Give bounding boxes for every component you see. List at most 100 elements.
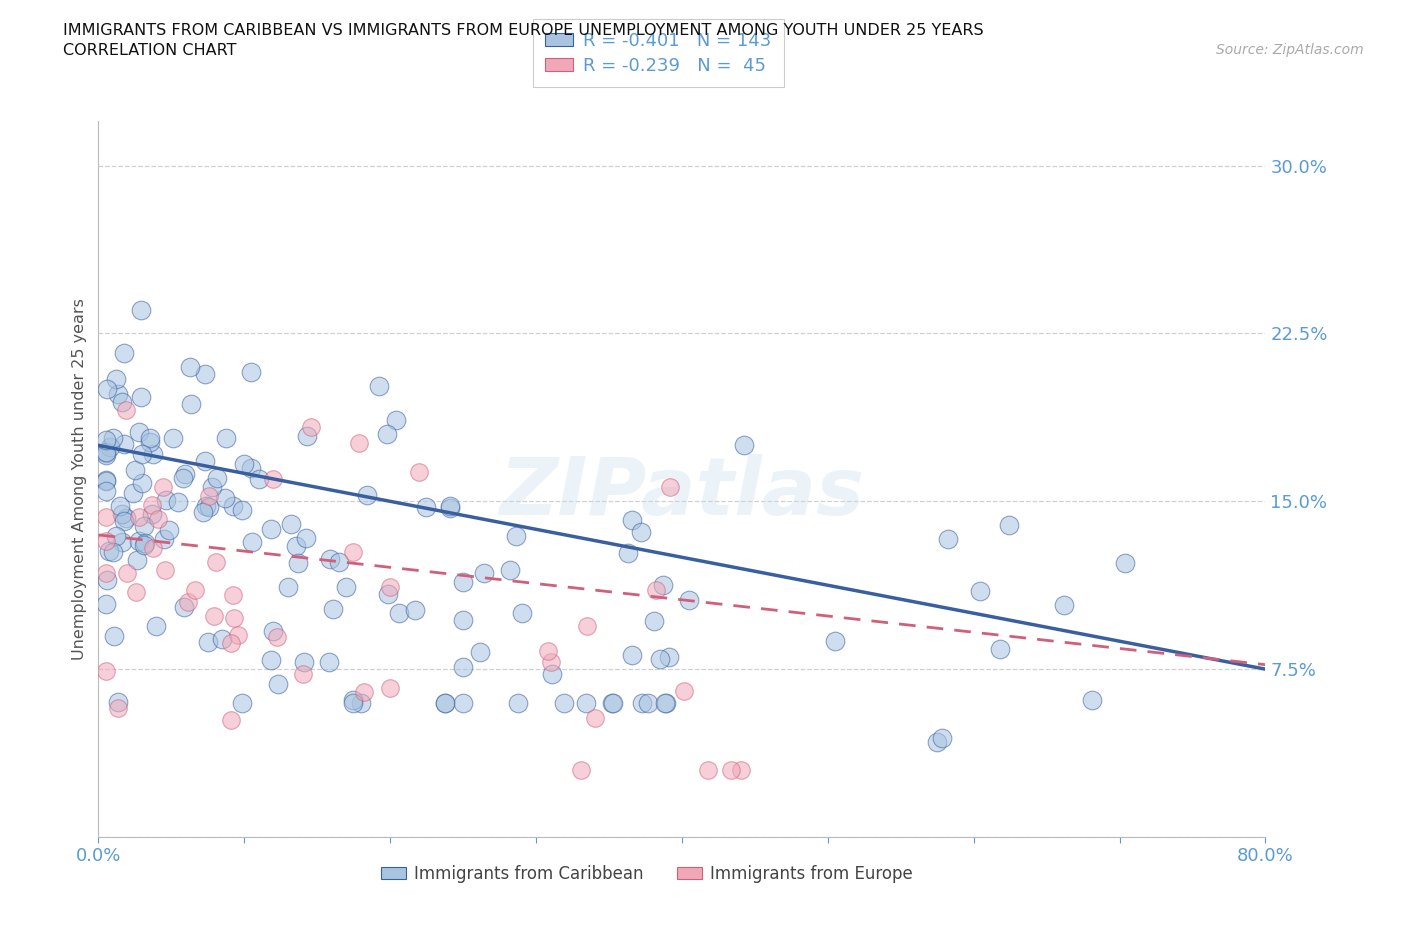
- Point: [107, 386, 129, 401]
- Point: [415, 499, 437, 514]
- Point: [645, 583, 668, 598]
- Point: [621, 512, 644, 527]
- Point: [194, 454, 217, 469]
- Point: [231, 696, 253, 711]
- Point: [404, 603, 426, 618]
- Point: [299, 419, 322, 434]
- Point: [319, 551, 342, 566]
- Point: [222, 498, 245, 513]
- Point: [1053, 597, 1076, 612]
- Point: [342, 693, 364, 708]
- Point: [240, 364, 263, 379]
- Point: [111, 394, 134, 409]
- Point: [451, 696, 474, 711]
- Point: [222, 588, 245, 603]
- Point: [134, 519, 156, 534]
- Point: [194, 366, 217, 381]
- Legend: Immigrants from Caribbean, Immigrants from Europe: Immigrants from Caribbean, Immigrants fr…: [374, 858, 920, 889]
- Point: [377, 587, 399, 602]
- Point: [107, 701, 129, 716]
- Point: [658, 649, 681, 664]
- Point: [112, 513, 135, 528]
- Point: [356, 488, 378, 503]
- Point: [720, 763, 742, 777]
- Point: [434, 696, 457, 711]
- Point: [969, 583, 991, 598]
- Point: [697, 763, 720, 777]
- Point: [451, 574, 474, 589]
- Point: [107, 695, 129, 710]
- Point: [637, 696, 659, 711]
- Point: [367, 379, 389, 394]
- Text: Source: ZipAtlas.com: Source: ZipAtlas.com: [1216, 43, 1364, 57]
- Point: [125, 584, 148, 599]
- Point: [678, 592, 700, 607]
- Point: [672, 684, 695, 698]
- Point: [177, 594, 200, 609]
- Point: [94, 597, 117, 612]
- Point: [129, 303, 152, 318]
- Point: [541, 667, 564, 682]
- Point: [122, 485, 145, 500]
- Point: [602, 696, 624, 711]
- Point: [228, 628, 250, 643]
- Point: [576, 618, 599, 633]
- Point: [142, 446, 165, 461]
- Point: [131, 446, 153, 461]
- Point: [94, 447, 117, 462]
- Point: [295, 530, 318, 545]
- Point: [139, 431, 162, 445]
- Point: [259, 652, 281, 667]
- Point: [451, 613, 474, 628]
- Point: [134, 538, 156, 552]
- Point: [96, 663, 118, 678]
- Point: [103, 544, 125, 559]
- Point: [583, 711, 606, 725]
- Point: [179, 359, 201, 374]
- Point: [94, 565, 117, 580]
- Point: [824, 634, 846, 649]
- Point: [167, 495, 190, 510]
- Point: [219, 712, 242, 727]
- Point: [112, 436, 135, 451]
- Point: [247, 472, 270, 486]
- Point: [266, 630, 288, 644]
- Point: [375, 427, 398, 442]
- Point: [328, 555, 350, 570]
- Point: [231, 503, 253, 518]
- Point: [342, 545, 364, 560]
- Text: CORRELATION CHART: CORRELATION CHART: [63, 43, 236, 58]
- Point: [620, 647, 643, 662]
- Point: [1081, 693, 1104, 708]
- Point: [651, 578, 673, 592]
- Point: [643, 614, 665, 629]
- Point: [380, 579, 402, 594]
- Point: [215, 430, 238, 445]
- Point: [94, 445, 117, 460]
- Point: [267, 676, 290, 691]
- Point: [239, 461, 262, 476]
- Point: [141, 507, 163, 522]
- Point: [111, 507, 134, 522]
- Point: [353, 684, 375, 699]
- Point: [159, 523, 181, 538]
- Point: [191, 505, 214, 520]
- Point: [335, 579, 357, 594]
- Point: [600, 696, 623, 711]
- Point: [134, 535, 156, 550]
- Point: [380, 681, 402, 696]
- Point: [172, 471, 194, 485]
- Point: [155, 492, 177, 507]
- Point: [295, 429, 318, 444]
- Point: [510, 605, 533, 620]
- Point: [439, 500, 461, 515]
- Point: [142, 540, 165, 555]
- Point: [385, 413, 408, 428]
- Point: [931, 731, 953, 746]
- Point: [96, 572, 118, 587]
- Point: [631, 696, 654, 711]
- Point: [280, 516, 302, 531]
- Point: [214, 490, 236, 505]
- Point: [152, 480, 174, 495]
- Point: [197, 489, 219, 504]
